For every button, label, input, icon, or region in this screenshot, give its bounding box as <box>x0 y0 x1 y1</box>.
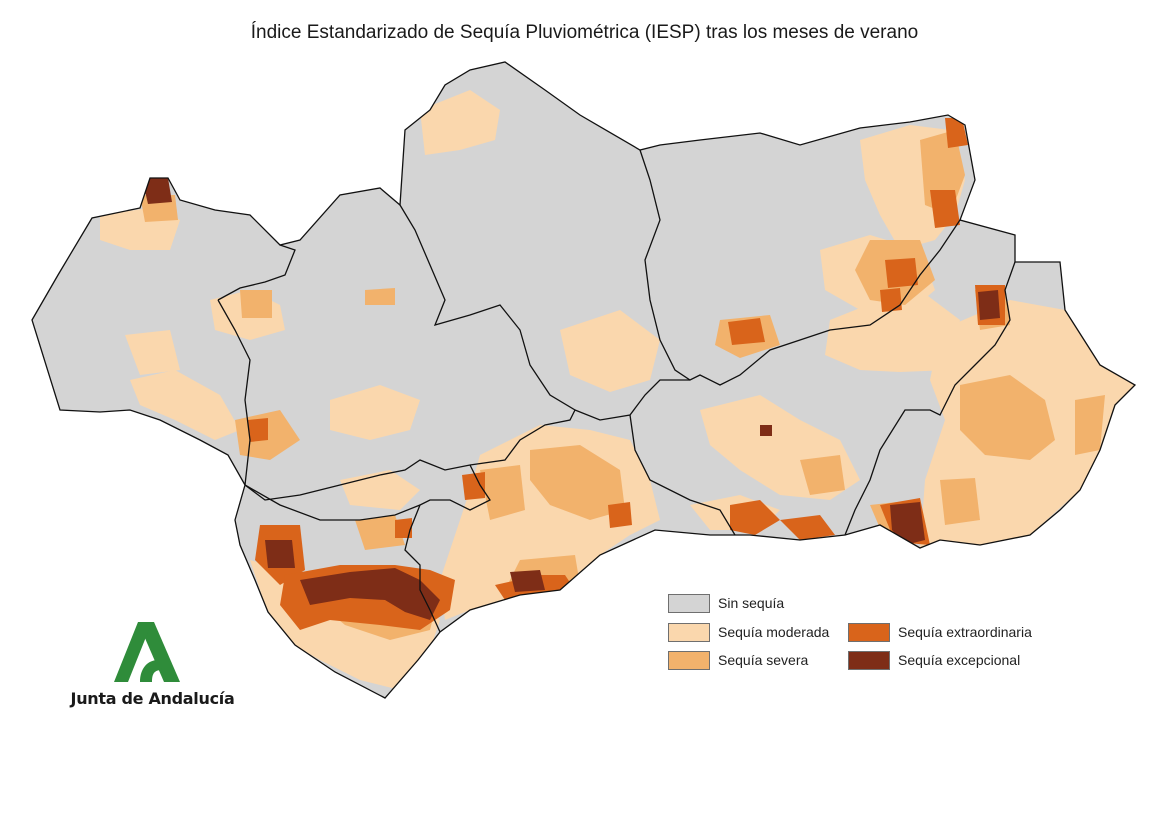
legend-item-sequia-extraordinaria: Sequía extraordinaria <box>848 621 1032 643</box>
logo-text: Junta de Andalucía <box>70 689 235 708</box>
legend-item-sin-sequia: Sin sequía <box>668 592 784 614</box>
legend-label: Sequía moderada <box>718 624 830 640</box>
legend-item-sequia-moderada: Sequía moderada <box>668 621 829 643</box>
legend-swatch-sequia-excepcional <box>848 650 890 670</box>
legend-label: Sin sequía <box>718 595 785 611</box>
province-borders <box>31 61 1137 699</box>
legend-swatch-sin-sequia <box>668 593 710 613</box>
drought-region-fills <box>31 61 1137 699</box>
legend-label: Sequía severa <box>718 652 809 668</box>
legend-swatch-sequia-moderada <box>668 622 710 642</box>
map-legend: Sin sequía Sequía moderada Sequía severa… <box>668 592 1068 682</box>
legend-item-sequia-severa: Sequía severa <box>668 649 808 671</box>
legend-label: Sequía excepcional <box>898 652 1021 668</box>
legend-item-sequia-excepcional: Sequía excepcional <box>848 649 1020 671</box>
legend-swatch-sequia-extraordinaria <box>848 622 890 642</box>
map-title: Índice Estandarizado de Sequía Pluviomét… <box>250 22 919 43</box>
legend-swatch-sequia-severa <box>668 650 710 670</box>
legend-label: Sequía extraordinaria <box>898 624 1032 640</box>
junta-de-andalucia-logo: Junta de Andalucía <box>70 616 235 716</box>
exceptional-patches <box>142 178 1000 620</box>
junta-logo-icon <box>114 622 180 682</box>
